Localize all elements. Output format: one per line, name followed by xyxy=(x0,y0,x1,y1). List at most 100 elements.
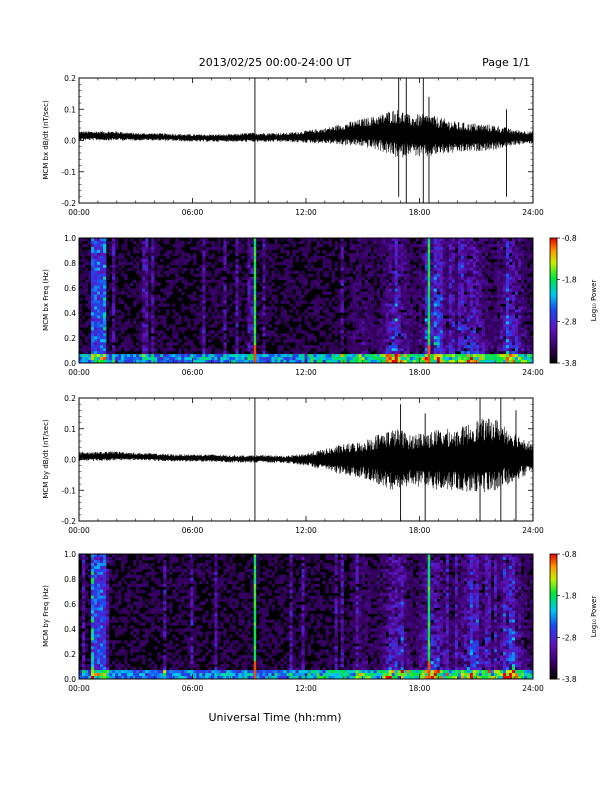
spectrogram-cell xyxy=(190,256,193,259)
spectrogram-cell xyxy=(410,348,413,351)
spectrogram-cell xyxy=(512,342,515,345)
spectrogram-cell xyxy=(500,244,503,247)
spectrogram-cell xyxy=(380,247,383,250)
spectrogram-cell xyxy=(329,253,332,256)
spectrogram-cell xyxy=(461,247,464,250)
spectrogram-cell xyxy=(461,345,464,348)
spectrogram-cell xyxy=(220,268,223,271)
spectrogram-cell xyxy=(491,295,494,298)
spectrogram-cell xyxy=(515,321,518,324)
spectrogram-cell xyxy=(395,321,398,324)
spectrogram-cell xyxy=(386,268,389,271)
spectrogram-bright-line xyxy=(428,262,430,265)
spectrogram-cell xyxy=(109,309,112,312)
spectrogram-cell xyxy=(470,345,473,348)
spectrogram-cell xyxy=(235,286,238,289)
spectrogram-cell xyxy=(238,298,241,301)
spectrogram-cell xyxy=(229,357,232,360)
spectrogram-cell xyxy=(383,333,386,336)
spectrogram-cell xyxy=(359,295,362,298)
spectrogram-cell xyxy=(416,330,419,333)
spectrogram-cell xyxy=(151,324,154,327)
spectrogram-cell xyxy=(247,330,250,333)
spectrogram-cell xyxy=(344,244,347,247)
spectrogram-cell xyxy=(106,357,109,360)
spectrogram-cell xyxy=(223,345,226,348)
spectrogram-cell xyxy=(467,286,470,289)
spectrogram-cell xyxy=(148,274,151,277)
spectrogram-cell xyxy=(250,324,253,327)
spectrogram-cell xyxy=(94,268,97,271)
spectrogram-cell xyxy=(344,333,347,336)
spectrogram-cell xyxy=(91,277,94,280)
spectrogram-cell xyxy=(434,271,437,274)
spectrogram-cell xyxy=(434,342,437,345)
spectrogram-cell xyxy=(97,351,100,354)
spectrogram-cell xyxy=(265,295,268,298)
spectrogram-cell xyxy=(106,315,109,318)
spectrogram-cell xyxy=(494,330,497,333)
spectrogram-cell xyxy=(151,241,154,244)
spectrogram-cell xyxy=(470,336,473,339)
spectrogram-cell xyxy=(193,280,196,283)
spectrogram-cell xyxy=(470,250,473,253)
spectrogram-cell xyxy=(497,333,500,336)
spectrogram-cell xyxy=(404,306,407,309)
spectrogram-cell xyxy=(467,289,470,292)
spectrogram-cell xyxy=(274,274,277,277)
spectrogram-cell xyxy=(311,286,314,289)
spectrogram-bright-line xyxy=(254,247,256,250)
spectrogram-cell xyxy=(512,289,515,292)
spectrogram-cell xyxy=(229,321,232,324)
spectrogram-cell xyxy=(434,274,437,277)
spectrogram-cell xyxy=(199,342,202,345)
spectrogram-cell xyxy=(274,295,277,298)
spectrogram-cell xyxy=(220,303,223,306)
spectrogram-cell xyxy=(365,309,368,312)
spectrogram-cell xyxy=(356,277,359,280)
spectrogram-cell xyxy=(332,348,335,351)
spectrogram-cell xyxy=(374,342,377,345)
spectrogram-cell xyxy=(440,339,443,342)
spectrogram-cell xyxy=(362,277,365,280)
spectrogram-cell xyxy=(341,348,344,351)
spectrogram-cell xyxy=(476,315,479,318)
spectrogram-cell xyxy=(344,327,347,330)
spectrogram-cell xyxy=(97,336,100,339)
spectrogram-cell xyxy=(250,318,253,321)
spectrogram-cell xyxy=(323,250,326,253)
spectrogram-cell xyxy=(347,306,350,309)
spectrogram-cell xyxy=(94,253,97,256)
spectrogram-cell xyxy=(494,262,497,265)
spectrogram-cell xyxy=(202,298,205,301)
spectrogram-cell xyxy=(145,241,148,244)
spectrogram-cell xyxy=(241,283,244,286)
spectrogram-cell xyxy=(94,348,97,351)
spectrogram-cell xyxy=(458,324,461,327)
spectrogram-cell xyxy=(286,315,289,318)
spectrogram-cell xyxy=(395,345,398,348)
spectrogram-cell xyxy=(449,345,452,348)
spectrogram-cell xyxy=(308,259,311,262)
spectrogram-cell xyxy=(458,342,461,345)
spectrogram-cell xyxy=(103,306,106,309)
spectrogram-cell xyxy=(356,312,359,315)
spectrogram-cell xyxy=(512,274,515,277)
spectrogram-cell xyxy=(395,348,398,351)
spectrogram-cell xyxy=(235,295,238,298)
spectrogram-cell xyxy=(509,283,512,286)
spectrogram-cell xyxy=(386,274,389,277)
spectrogram-cell xyxy=(283,271,286,274)
spectrogram-cell xyxy=(500,330,503,333)
spectrogram-cell xyxy=(518,301,521,304)
spectrogram-cell xyxy=(368,295,371,298)
spectrogram-cell xyxy=(494,351,497,354)
spectrogram-cell xyxy=(431,327,434,330)
spectrogram-cell xyxy=(512,247,515,250)
spectrogram-cell xyxy=(268,318,271,321)
spectrogram-cell xyxy=(235,277,238,280)
spectrogram-cell xyxy=(470,298,473,301)
spectrogram-cell xyxy=(112,354,115,357)
spectrogram-cell xyxy=(85,348,88,351)
spectrogram-cell xyxy=(341,342,344,345)
